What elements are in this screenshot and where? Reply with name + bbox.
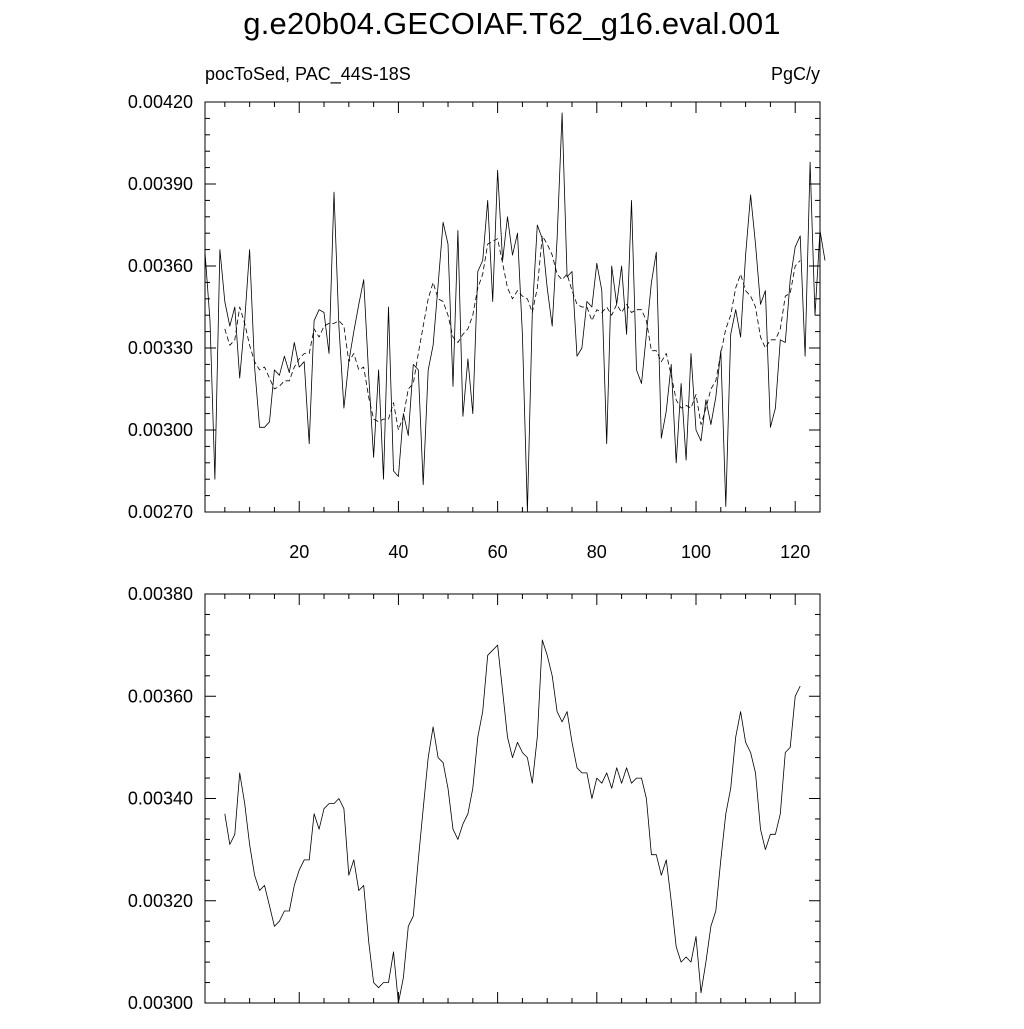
bottom-y-tick-label: 0.00300 xyxy=(128,993,193,1013)
bottom-y-tick-label: 0.00380 xyxy=(128,584,193,604)
top-series-line xyxy=(204,112,826,513)
bottom-plot-frame xyxy=(204,593,821,1004)
bottom-y-tick-label: 0.00320 xyxy=(128,891,193,911)
top-x-tick-label: 20 xyxy=(289,542,309,562)
bottom-y-tick-label: 0.00340 xyxy=(128,789,193,809)
bottom-y-tick-label: 0.00360 xyxy=(128,686,193,706)
top-x-tick-label: 120 xyxy=(780,542,810,562)
top-y-tick-label: 0.00360 xyxy=(128,256,193,276)
variable-region-label: pocToSed, PAC_44S-18S xyxy=(205,64,411,84)
top-x-tick-label: 80 xyxy=(587,542,607,562)
top-y-tick-label: 0.00270 xyxy=(128,502,193,522)
top-y-tick-label: 0.00330 xyxy=(128,338,193,358)
top-y-tick-label: 0.00300 xyxy=(128,420,193,440)
top-x-tick-label: 40 xyxy=(388,542,408,562)
bottom-panel: 0.00300 0.00320 0.00340 0.00360 0.00380 xyxy=(128,584,821,1013)
top-y-tick-label: 0.00390 xyxy=(128,174,193,194)
figure-title: g.e20b04.GECOIAF.T62_g16.eval.001 xyxy=(243,6,781,41)
top-y-tick-label: 0.00420 xyxy=(128,92,193,112)
bottom-series-line xyxy=(224,639,801,1004)
top-x-tick-label: 60 xyxy=(488,542,508,562)
top-series-running-mean xyxy=(224,235,801,431)
top-plot-frame xyxy=(204,101,821,513)
units-label: PgC/y xyxy=(770,64,820,84)
top-panel: 20 40 60 80 100 120 0.00270 0.00300 0.00330 0.003… xyxy=(128,92,826,562)
top-x-tick-label: 100 xyxy=(681,542,711,562)
